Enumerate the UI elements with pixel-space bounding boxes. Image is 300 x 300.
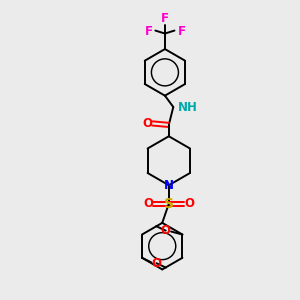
Text: O: O — [152, 257, 161, 270]
Text: O: O — [161, 224, 171, 237]
Text: NH: NH — [178, 101, 198, 114]
Text: F: F — [178, 25, 185, 38]
Text: O: O — [142, 117, 152, 130]
Text: O: O — [184, 197, 194, 210]
Text: O: O — [143, 197, 153, 210]
Text: F: F — [144, 25, 152, 38]
Text: N: N — [164, 179, 174, 192]
Text: S: S — [164, 197, 174, 211]
Text: F: F — [161, 12, 169, 25]
